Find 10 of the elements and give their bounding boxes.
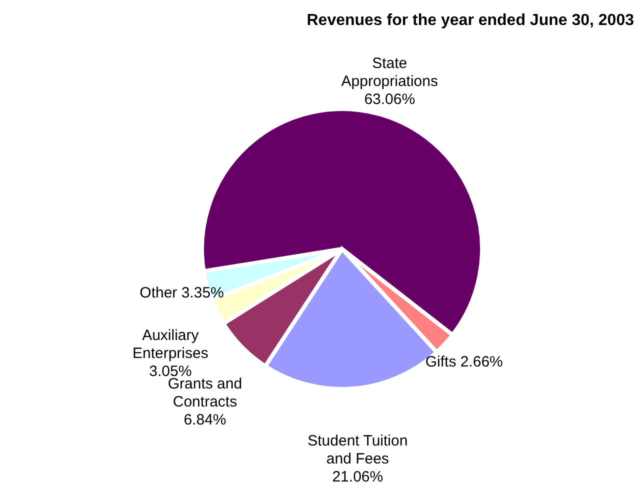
slice-label: Grants and Contracts	[168, 375, 242, 410]
slice-label: Auxiliary Enterprises	[132, 327, 208, 362]
chart-title: Revenues for the year ended June 30, 2003	[306, 12, 634, 29]
slice-label: Gifts 2.66%	[425, 353, 503, 370]
data-label: 21.06%	[332, 468, 384, 486]
slice-label: Other 3.35%	[140, 284, 224, 302]
slice-label: State Appropriations	[341, 55, 438, 90]
slice-label: Student Tuition and Fees	[308, 432, 408, 468]
data-label: 6.84%	[184, 411, 226, 428]
data-label: 63.06%	[364, 91, 416, 108]
